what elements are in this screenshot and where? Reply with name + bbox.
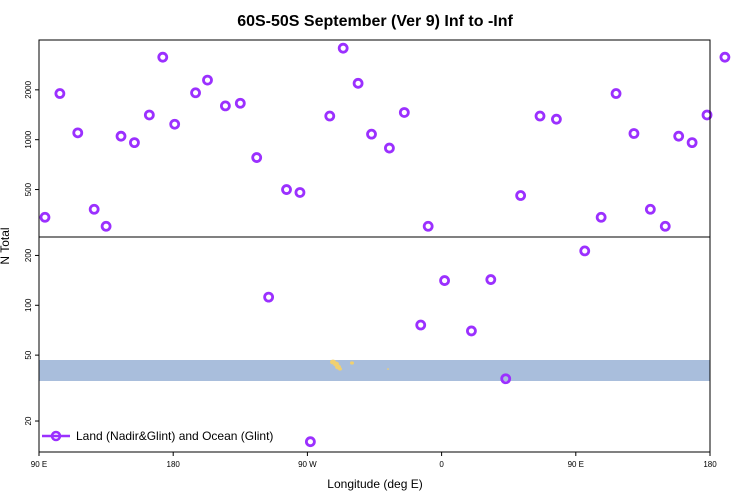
data-point bbox=[384, 142, 395, 154]
legend: Land (Nadir&Glint) and Ocean (Glint) bbox=[42, 429, 273, 443]
data-point bbox=[88, 203, 100, 215]
x-tick-label: 90 E bbox=[31, 460, 47, 469]
data-point bbox=[143, 109, 155, 121]
plot-background bbox=[39, 40, 710, 452]
land-patch bbox=[350, 361, 354, 365]
data-point bbox=[366, 128, 377, 140]
data-point bbox=[234, 97, 246, 109]
data-point bbox=[500, 373, 512, 385]
axes: 90 E 180 90 W 0 90 E 180 20 50 100 200 500 1000 2000 bbox=[24, 39, 717, 469]
data-point bbox=[628, 128, 640, 139]
data-point bbox=[579, 245, 591, 257]
y-tick-label: 500 bbox=[24, 182, 33, 196]
data-point bbox=[129, 137, 140, 149]
data-point bbox=[398, 107, 410, 118]
x-tick-label: 90 W bbox=[298, 460, 317, 469]
data-point bbox=[610, 88, 622, 99]
y-tick-label: 200 bbox=[24, 248, 33, 262]
data-point bbox=[422, 220, 434, 232]
y-axis-label: N Total bbox=[0, 227, 12, 264]
land-patches bbox=[330, 359, 389, 371]
chart-title: 60S-50S September (Ver 9) Inf to -Inf bbox=[237, 13, 513, 30]
y-tick-label: 50 bbox=[24, 350, 33, 359]
y-tick-label: 20 bbox=[24, 416, 33, 425]
x-axis-label: Longitude (deg E) bbox=[327, 477, 422, 491]
data-point bbox=[534, 110, 546, 122]
data-point bbox=[352, 77, 364, 89]
data-points bbox=[39, 42, 731, 448]
data-point bbox=[190, 87, 201, 99]
y-tick-label: 2000 bbox=[24, 80, 33, 98]
data-point bbox=[595, 211, 607, 223]
x-tick-label: 180 bbox=[703, 460, 717, 469]
data-point bbox=[100, 220, 112, 232]
x-tick-label: 90 E bbox=[568, 460, 584, 469]
data-point bbox=[169, 118, 181, 130]
data-point bbox=[281, 184, 292, 195]
data-point bbox=[686, 137, 698, 149]
data-point bbox=[54, 88, 66, 99]
x-tick-label: 0 bbox=[439, 460, 444, 469]
y-tick-label: 100 bbox=[24, 298, 33, 312]
data-point bbox=[719, 51, 731, 63]
y-tick-label: 1000 bbox=[24, 130, 33, 148]
data-point bbox=[115, 130, 127, 142]
data-point bbox=[515, 190, 527, 201]
data-point bbox=[39, 211, 51, 223]
data-point bbox=[72, 127, 84, 139]
data-point bbox=[439, 275, 450, 286]
data-point bbox=[337, 42, 349, 54]
data-point bbox=[219, 100, 231, 112]
data-point bbox=[251, 152, 263, 163]
ocean-band bbox=[39, 360, 710, 381]
data-point bbox=[466, 325, 477, 337]
x-tick-label: 180 bbox=[167, 460, 181, 469]
data-point bbox=[485, 274, 497, 285]
data-point bbox=[324, 110, 336, 122]
data-point bbox=[644, 203, 656, 215]
legend-label: Land (Nadir&Glint) and Ocean (Glint) bbox=[76, 429, 273, 443]
data-point bbox=[659, 220, 671, 232]
plot-frame bbox=[38, 39, 711, 453]
plot-area bbox=[39, 40, 710, 452]
land-patch bbox=[387, 368, 389, 370]
data-point bbox=[551, 113, 562, 125]
data-point bbox=[701, 109, 713, 121]
data-point bbox=[415, 319, 427, 331]
data-point bbox=[263, 291, 275, 303]
land-patch bbox=[338, 367, 342, 371]
legend-marker bbox=[50, 430, 62, 442]
data-point bbox=[294, 187, 306, 198]
data-point bbox=[157, 51, 169, 63]
data-point bbox=[202, 74, 213, 86]
data-point bbox=[673, 130, 685, 142]
data-point bbox=[304, 436, 316, 448]
latitude-band bbox=[39, 360, 710, 381]
